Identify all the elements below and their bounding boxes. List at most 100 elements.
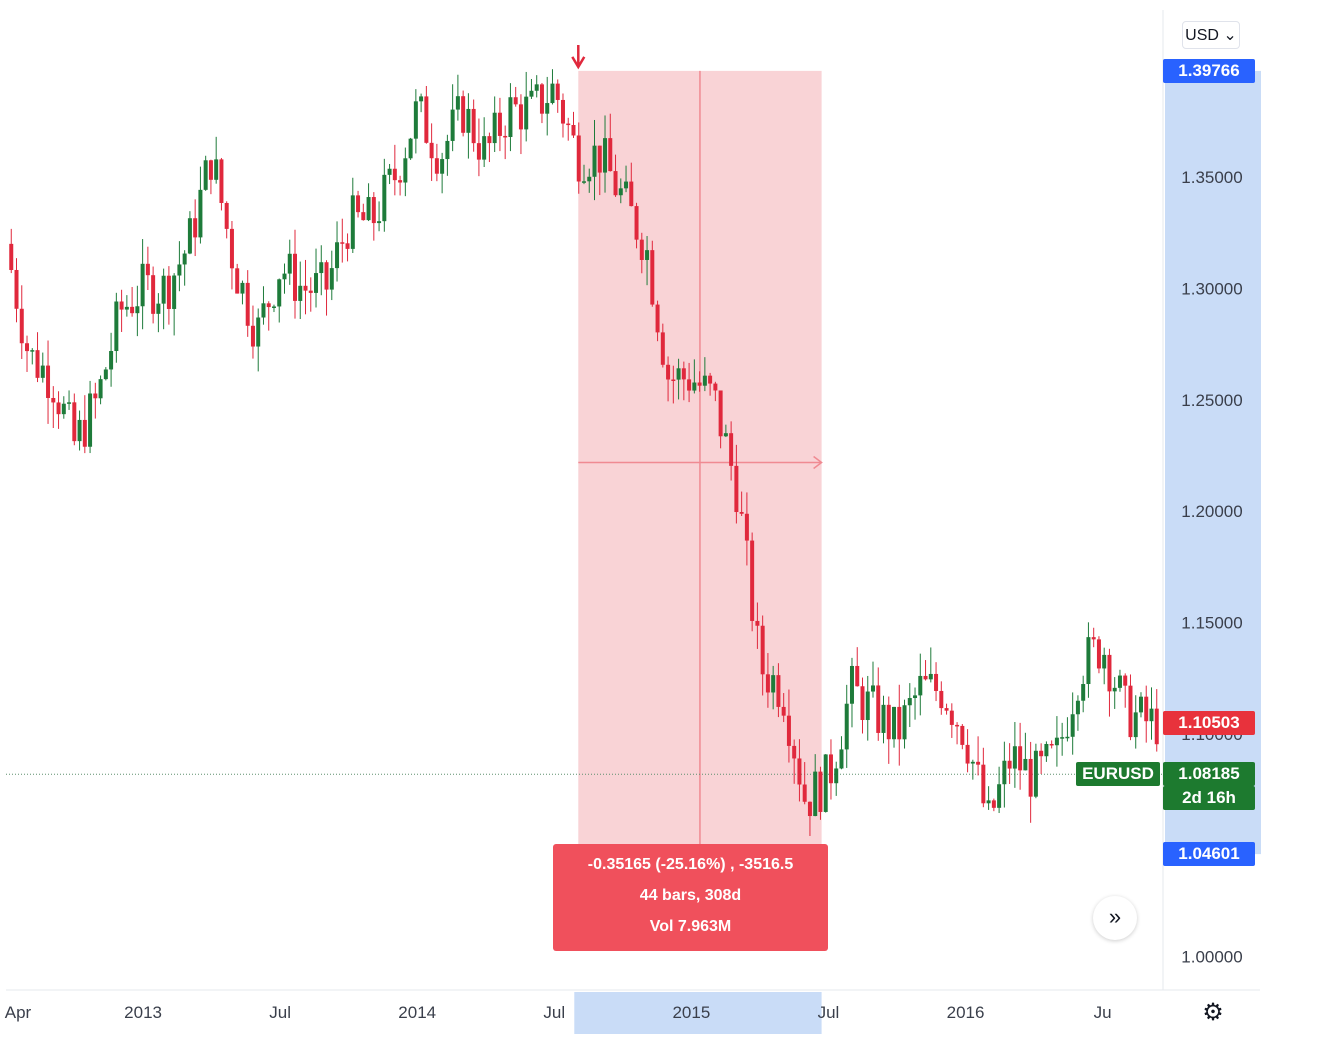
- candle: [997, 766, 1002, 814]
- candle-body: [508, 97, 513, 138]
- candle: [844, 684, 849, 768]
- candle-body: [981, 764, 986, 804]
- candle: [813, 754, 818, 817]
- candle: [324, 260, 329, 316]
- candle-body: [1023, 758, 1028, 771]
- candle-body: [282, 273, 287, 280]
- candle-body: [487, 136, 492, 144]
- candle-body: [892, 706, 897, 740]
- candle-body: [466, 108, 471, 133]
- candle: [208, 159, 213, 195]
- candle-body: [739, 512, 744, 514]
- candle: [450, 84, 455, 152]
- measure-start-arrow-head: [571, 56, 586, 70]
- candle-body: [377, 221, 382, 224]
- candle-body: [182, 253, 187, 265]
- candle: [1107, 648, 1112, 717]
- candle-body: [1133, 712, 1138, 738]
- candle: [986, 786, 991, 810]
- candle-body: [1065, 736, 1070, 739]
- candle-body: [818, 771, 823, 812]
- candle-body: [424, 96, 429, 143]
- candle: [476, 118, 481, 177]
- candle-body: [692, 382, 697, 391]
- candle: [119, 289, 124, 332]
- candle-body: [592, 145, 597, 177]
- candle-body: [513, 97, 518, 105]
- candle: [860, 677, 865, 734]
- candle: [981, 747, 986, 808]
- gear-icon: ⚙: [1202, 999, 1224, 1026]
- candle-body: [1002, 760, 1007, 785]
- candle-body: [14, 269, 19, 309]
- candle: [377, 201, 382, 232]
- candle-body: [624, 181, 629, 189]
- candle: [271, 304, 276, 313]
- candle: [72, 393, 77, 446]
- candle: [923, 660, 928, 681]
- candle-body: [723, 433, 728, 437]
- candle: [440, 152, 445, 194]
- candle: [88, 380, 93, 454]
- candle: [366, 183, 371, 222]
- candle-body: [708, 375, 713, 384]
- candle-body: [450, 109, 455, 141]
- candle: [466, 93, 471, 159]
- candle: [135, 285, 140, 337]
- candle-body: [676, 368, 681, 380]
- candle: [976, 736, 981, 776]
- candle: [934, 662, 939, 702]
- candle-body: [329, 268, 334, 290]
- candle-body: [356, 195, 361, 213]
- candle: [261, 286, 266, 325]
- candle: [266, 301, 271, 331]
- candle: [697, 371, 702, 392]
- candle: [455, 74, 460, 121]
- candle-body: [245, 282, 250, 326]
- candle-body: [571, 125, 576, 136]
- candle-body: [1107, 654, 1112, 692]
- chart-settings-button[interactable]: ⚙: [1198, 998, 1228, 1028]
- candle-body: [492, 112, 497, 144]
- price-scale[interactable]: 1.350001.300001.250001.200001.150001.100…: [1162, 0, 1261, 1046]
- candle: [1039, 743, 1044, 774]
- candle: [214, 136, 219, 184]
- candle-body: [187, 218, 192, 254]
- candle: [1112, 677, 1117, 709]
- candle-body: [476, 143, 481, 160]
- candle: [1049, 740, 1054, 749]
- candle-body: [603, 138, 608, 173]
- candle-body: [955, 724, 960, 727]
- currency-selector-button[interactable]: USD ⌄: [1182, 21, 1240, 49]
- scroll-to-realtime-button[interactable]: »: [1093, 896, 1137, 940]
- time-scale[interactable]: Apr 2013 Jul 2014 Jul 2015 Jul 2016 Ju: [5, 989, 1260, 1034]
- candle: [177, 241, 182, 292]
- price-tick-label: 1.00000: [1181, 948, 1242, 967]
- candle-body: [744, 513, 749, 541]
- candle: [229, 220, 234, 290]
- candle: [187, 211, 192, 255]
- price-tick-label: 1.25000: [1181, 391, 1242, 410]
- candle-body: [634, 206, 639, 240]
- candle: [545, 76, 550, 136]
- candle: [913, 687, 918, 720]
- candle: [828, 739, 833, 800]
- candle: [250, 305, 255, 359]
- price-tick-label: 1.35000: [1181, 168, 1242, 187]
- candle-body: [214, 159, 219, 180]
- candle: [676, 358, 681, 400]
- time-tick-label: Jul: [818, 1003, 840, 1022]
- candle-body: [802, 784, 807, 802]
- candle: [744, 492, 749, 566]
- candle-body: [1070, 714, 1075, 737]
- candle-body: [797, 758, 802, 785]
- candle-body: [660, 332, 665, 365]
- candle-body: [944, 708, 949, 711]
- candle: [939, 681, 944, 715]
- candle-body: [923, 675, 928, 680]
- candle-body: [77, 419, 82, 442]
- candle-body: [103, 369, 108, 380]
- candle-body: [1007, 760, 1012, 769]
- candle: [1002, 741, 1007, 808]
